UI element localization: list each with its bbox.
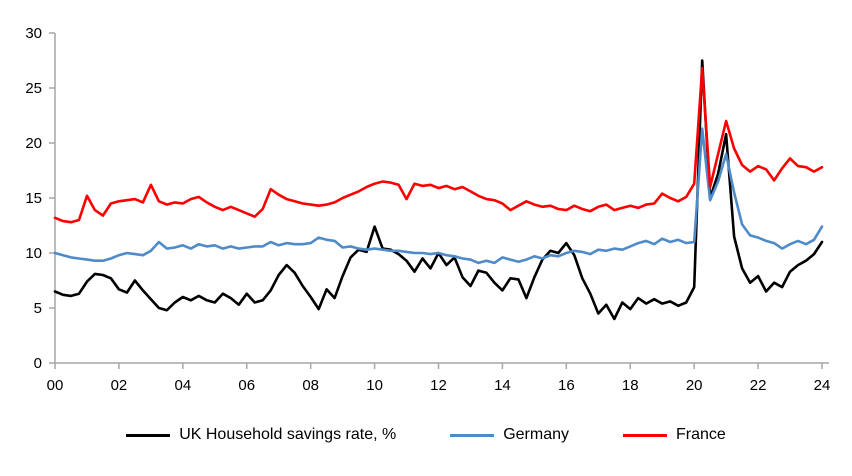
x-tick-label: 12	[430, 377, 447, 394]
x-tick-label: 14	[494, 377, 511, 394]
legend-line-germany-icon	[450, 433, 495, 437]
series-line-france	[53, 66, 824, 224]
x-tick-label: 02	[111, 377, 128, 394]
y-tick-label: 0	[34, 355, 42, 372]
legend-line-france-icon	[623, 433, 667, 437]
series-line-germany	[53, 127, 824, 265]
x-tick-label: 20	[686, 377, 703, 394]
legend-label-uk: UK Household savings rate, %	[179, 426, 397, 443]
y-tick-label: 15	[25, 190, 42, 207]
x-tick-label: 08	[302, 377, 319, 394]
legend-label-france: France	[676, 426, 726, 443]
x-tick-label: 18	[622, 377, 639, 394]
x-tick-label: 22	[750, 377, 767, 394]
x-tick-label: 04	[174, 377, 191, 394]
chart-plot-area: 0 5 10 15 20 25 30 00 02 04 06 08 10 12 14 16 18 20 22 24	[25, 25, 831, 394]
x-tick-label: 24	[814, 377, 831, 394]
y-tick-label: 30	[25, 25, 42, 42]
x-tick-label: 10	[366, 377, 383, 394]
x-tick-label: 16	[558, 377, 575, 394]
series-line-uk	[53, 59, 824, 321]
legend-item-france: France	[623, 426, 726, 444]
y-tick-label: 5	[34, 300, 42, 317]
x-tick-label: 06	[238, 377, 255, 394]
y-tick-label: 25	[25, 80, 42, 97]
y-tick-label: 20	[25, 135, 42, 152]
legend-item-germany: Germany	[450, 426, 569, 444]
x-tick-label: 00	[47, 377, 64, 394]
legend-item-uk: UK Household savings rate, %	[126, 426, 396, 444]
chart-legend: UK Household savings rate, % Germany Fra…	[0, 426, 852, 444]
legend-label-germany: Germany	[503, 426, 569, 443]
y-tick-label: 10	[25, 245, 42, 262]
legend-line-uk-icon	[126, 433, 171, 437]
